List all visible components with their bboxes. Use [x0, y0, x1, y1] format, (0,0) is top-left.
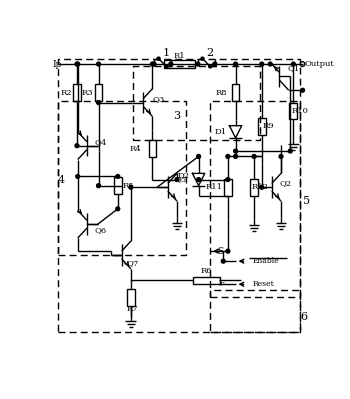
Circle shape [197, 178, 201, 182]
Circle shape [75, 144, 79, 148]
Circle shape [209, 65, 212, 68]
Bar [210, 101, 300, 297]
Circle shape [196, 62, 200, 66]
Text: S: S [217, 247, 223, 256]
Text: Reset: Reset [253, 280, 274, 288]
Text: Output: Output [305, 60, 335, 68]
Text: R3: R3 [82, 89, 93, 97]
Text: R7: R7 [127, 305, 138, 313]
Text: D1: D1 [214, 128, 226, 136]
Text: 6: 6 [300, 312, 307, 322]
Circle shape [157, 57, 160, 60]
Circle shape [175, 178, 179, 182]
Circle shape [165, 65, 168, 68]
Circle shape [97, 101, 100, 105]
Circle shape [201, 57, 204, 60]
Text: R10: R10 [291, 107, 308, 115]
Circle shape [75, 62, 79, 66]
Text: R5: R5 [123, 182, 134, 190]
Circle shape [226, 249, 230, 253]
Text: Q1: Q1 [287, 65, 300, 73]
Circle shape [301, 88, 304, 92]
Text: Q6: Q6 [95, 226, 107, 234]
Text: R1: R1 [174, 52, 185, 60]
Text: Q4: Q4 [94, 138, 107, 146]
Text: Q3: Q3 [153, 95, 165, 103]
Circle shape [97, 184, 100, 188]
Bar [289, 103, 297, 119]
Bar [58, 59, 300, 332]
Circle shape [226, 178, 230, 182]
Circle shape [260, 185, 264, 189]
Text: Ip: Ip [52, 59, 62, 69]
Bar [148, 140, 156, 157]
Text: R9: R9 [262, 122, 274, 130]
Circle shape [292, 62, 295, 66]
Bar [250, 179, 258, 196]
Circle shape [288, 149, 292, 153]
Circle shape [234, 149, 238, 153]
Circle shape [234, 62, 238, 66]
Bar [73, 84, 81, 101]
Text: R11: R11 [205, 183, 223, 191]
Bar [232, 84, 239, 101]
Text: 3: 3 [174, 111, 181, 121]
Circle shape [197, 154, 201, 158]
Circle shape [116, 174, 120, 178]
Bar [193, 277, 220, 284]
Circle shape [226, 154, 230, 158]
Circle shape [150, 62, 154, 66]
Bar [58, 101, 186, 255]
Circle shape [234, 154, 238, 158]
Text: 1: 1 [163, 47, 170, 57]
Text: Enable: Enable [253, 257, 279, 265]
Text: r: r [219, 280, 223, 288]
Circle shape [221, 259, 225, 263]
Text: 2: 2 [206, 47, 214, 57]
Circle shape [97, 62, 100, 66]
Circle shape [76, 174, 80, 178]
Bar [210, 290, 300, 332]
Circle shape [268, 62, 272, 66]
Text: R12: R12 [252, 183, 269, 191]
Text: Q7: Q7 [126, 259, 139, 267]
Circle shape [152, 62, 156, 66]
Circle shape [213, 62, 217, 66]
Circle shape [129, 185, 133, 189]
Bar [94, 84, 103, 101]
Circle shape [116, 207, 120, 211]
Bar [114, 177, 122, 194]
Text: R4: R4 [130, 145, 141, 153]
Circle shape [252, 154, 256, 158]
Text: D2: D2 [177, 172, 189, 180]
Circle shape [76, 62, 80, 66]
Bar [164, 60, 195, 68]
Bar [127, 289, 135, 306]
Bar [133, 66, 260, 140]
Bar [258, 118, 266, 135]
Circle shape [260, 62, 264, 66]
Text: Q2: Q2 [280, 180, 292, 188]
Circle shape [279, 154, 283, 158]
Text: 4: 4 [58, 174, 65, 185]
Circle shape [169, 62, 173, 66]
Text: 5: 5 [303, 196, 310, 206]
Bar [224, 179, 232, 196]
Text: Q5: Q5 [174, 176, 186, 184]
Text: R2: R2 [61, 89, 72, 97]
Text: R8: R8 [216, 89, 228, 97]
Text: R6: R6 [201, 267, 212, 275]
